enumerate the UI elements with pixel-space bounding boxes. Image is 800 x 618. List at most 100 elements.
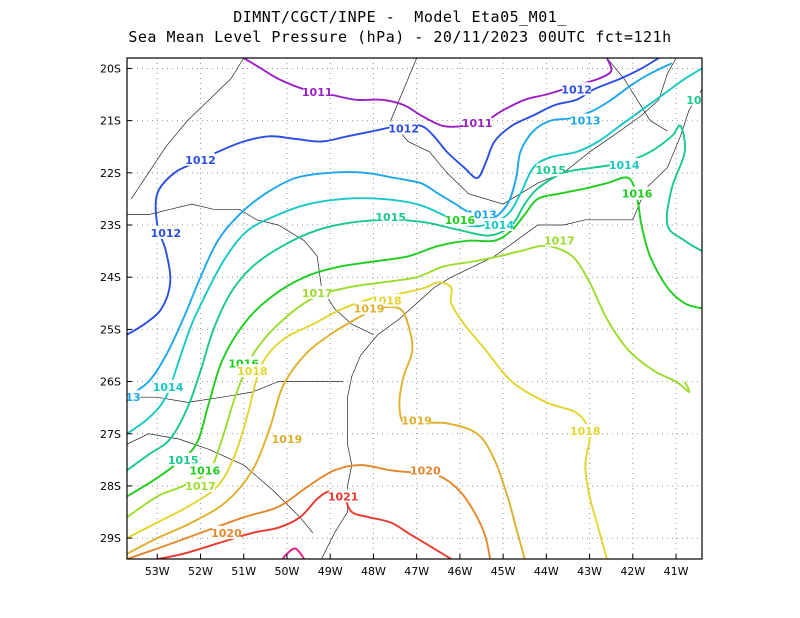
y-tick-label: 24S — [100, 271, 121, 284]
y-axis-ticks: 20S 21S 22S 23S 24S 25S 26S 27S 28S 29S — [100, 62, 132, 545]
isobar-label-1017: 1017 — [544, 235, 575, 248]
boundary-line-3 — [127, 203, 374, 335]
isobar-label-1012: 1012 — [185, 154, 216, 167]
isobar-1019 — [127, 305, 526, 559]
isobar-1020 — [127, 464, 492, 559]
isobar-label-bg — [169, 452, 198, 466]
y-tick-label: 22S — [100, 167, 121, 180]
isobar-label-1021: 1021 — [328, 490, 359, 503]
y-tick-label: 27S — [100, 428, 121, 441]
isobar-1015 — [127, 124, 702, 472]
isobar-label-bg — [389, 121, 418, 135]
isobar-label-1012: 1012 — [561, 83, 592, 96]
x-tick-label: 48W — [361, 565, 386, 578]
isobar-label-1014: 1014 — [483, 219, 514, 232]
isobar-label-bg — [411, 463, 440, 477]
x-tick-label: 45W — [491, 565, 516, 578]
boundary-line-6 — [606, 57, 668, 132]
isobar-label-bg — [445, 212, 475, 226]
isobar-label-1020: 1020 — [410, 464, 441, 477]
isobar-label-1014: 1014 — [153, 381, 184, 394]
isobar-1017 — [127, 244, 691, 519]
isobar-label-bg — [212, 525, 241, 539]
isobar-label-1011: 1011 — [302, 86, 333, 99]
isobar-label-1018: 1018 — [570, 425, 601, 438]
y-tick-label: 29S — [100, 532, 121, 545]
isobar-label-1012: 1012 — [388, 122, 419, 135]
isobar-label-1015: 1015 — [535, 164, 566, 177]
y-tick-label: 21S — [100, 115, 121, 128]
isobar-label-1011: 1011 — [462, 117, 493, 130]
x-tick-label: 50W — [275, 565, 300, 578]
isobar-label-bg — [571, 113, 600, 127]
x-tick-label: 46W — [447, 565, 472, 578]
isobar-label-bg — [462, 116, 492, 130]
isobar-label-1016: 1016 — [445, 214, 476, 227]
x-tick-label: 53W — [145, 565, 170, 578]
isobar-label-bg — [303, 84, 332, 98]
isobar-1012 — [127, 58, 660, 336]
x-tick-label: 41W — [664, 565, 689, 578]
x-tick-label: 51W — [231, 565, 256, 578]
isobar-label-bg — [190, 463, 220, 477]
boundary-line-4 — [131, 57, 244, 200]
isobar-1016 — [127, 176, 702, 498]
isobar-label-bg — [151, 225, 181, 239]
isobar-label-bg — [484, 218, 514, 231]
isobar-label-bg — [303, 285, 332, 299]
isobar-label-1020: 1020 — [211, 527, 242, 540]
isobar-1021 — [157, 490, 452, 559]
x-axis-ticks: 53W 52W 51W 50W 49W 48W 47W 46W 45W 44W 43W 42W 41W — [145, 554, 689, 578]
isobar-label-1016: 1016 — [622, 188, 653, 201]
isobar-label-1019: 1019 — [354, 303, 385, 316]
isobar-label-1013: 013 — [118, 391, 141, 404]
isobar-label-bg — [545, 233, 574, 247]
isobar-label-bg — [562, 82, 591, 96]
isobar-label-bg — [328, 489, 358, 503]
isobar-label-1017: 1017 — [185, 480, 216, 493]
y-tick-label: 23S — [100, 219, 121, 232]
isobar-label-bg — [536, 163, 565, 177]
x-tick-label: 43W — [577, 565, 602, 578]
chart-title-line-1: DIMNT/CGCT/INPE - Model Eta05_M01_ — [233, 8, 567, 26]
isobar-label-bg — [127, 390, 141, 404]
y-tick-label: 20S — [100, 62, 121, 75]
isobar-label-bg — [622, 186, 652, 200]
x-tick-label: 44W — [534, 565, 559, 578]
isobar-label-bg — [153, 379, 183, 393]
isobar-label-1015: 1015 — [375, 211, 406, 224]
chart-title-line-2: Sea Mean Level Pressure (hPa) - 20/11/20… — [128, 28, 672, 46]
isobar-label-bg — [571, 424, 600, 438]
isobar-label-bg — [186, 152, 215, 166]
boundary-line-0 — [321, 89, 703, 560]
isobar-1022 — [281, 547, 306, 559]
isobar-1014 — [127, 67, 702, 435]
y-tick-label: 26S — [100, 376, 121, 389]
x-tick-label: 49W — [318, 565, 343, 578]
isobar-label-1013: 1013 — [570, 115, 601, 128]
x-tick-label: 52W — [188, 565, 213, 578]
x-tick-label: 42W — [620, 565, 645, 578]
isobar-label-1018: 1018 — [237, 365, 268, 378]
isobar-label-bg — [186, 478, 215, 492]
isobar-label-1014: 1014 — [609, 159, 640, 172]
isobar-label-1016: 1016 — [190, 464, 221, 477]
isobar-label-bg — [376, 210, 405, 224]
isobar-label-1017: 1017 — [302, 287, 333, 300]
isobar-label-1015: 101 — [686, 94, 709, 107]
isobar-label-bg — [402, 413, 431, 427]
isobar-label-1012: 1012 — [151, 227, 182, 240]
y-tick-label: 28S — [100, 480, 121, 493]
y-tick-label: 25S — [100, 323, 121, 336]
isobar-label-bg — [467, 207, 496, 221]
isobar-label-bg — [354, 301, 384, 315]
isobar-label-bg — [272, 431, 302, 445]
isobar-label-bg — [686, 92, 702, 106]
isobar-label-1019: 1019 — [272, 433, 303, 446]
isobar-label-bg — [609, 157, 639, 171]
boundary-line-1 — [126, 433, 314, 534]
isobar-label-1019: 1019 — [401, 415, 432, 428]
plot-frame — [126, 57, 703, 560]
